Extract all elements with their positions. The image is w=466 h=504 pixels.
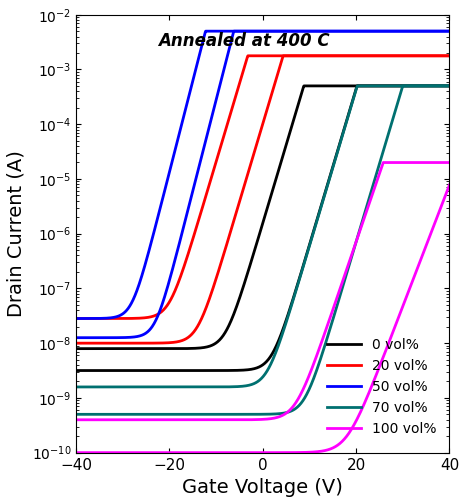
0 vol% (238, 292, 243, 298)
X-axis label: Gate Voltage (V): Gate Voltage (V) (182, 478, 343, 497)
100 vol% (364, 206, 370, 212)
50 vol% (371, 28, 377, 34)
Line: 100 vol%: 100 vol% (76, 162, 449, 420)
100 vol% (73, 417, 79, 423)
100 vol% (238, 417, 243, 423)
Line: 50 vol%: 50 vol% (76, 31, 449, 319)
70 vol% (111, 384, 117, 390)
50 vol% (330, 28, 336, 34)
20 vol% (238, 77, 243, 83)
0 vol% (330, 83, 336, 89)
0 vol% (371, 83, 377, 89)
20 vol% (446, 53, 452, 59)
70 vol% (365, 83, 370, 89)
20 vol% (224, 122, 230, 129)
50 vol% (73, 316, 79, 322)
20 vol% (73, 316, 79, 322)
0 vol% (111, 346, 117, 352)
0 vol% (301, 83, 307, 89)
70 vol% (355, 83, 360, 89)
50 vol% (225, 28, 230, 34)
50 vol% (111, 314, 117, 321)
20 vol% (371, 53, 377, 59)
70 vol% (329, 166, 335, 172)
100 vol% (329, 308, 335, 314)
0 vol% (73, 346, 79, 352)
100 vol% (111, 417, 117, 423)
0 vol% (224, 326, 230, 332)
100 vol% (224, 417, 230, 423)
70 vol% (446, 83, 452, 89)
70 vol% (224, 384, 230, 390)
50 vol% (203, 28, 208, 34)
100 vol% (371, 186, 377, 193)
70 vol% (238, 384, 243, 390)
20 vol% (111, 316, 117, 322)
Line: 70 vol%: 70 vol% (76, 86, 449, 387)
20 vol% (365, 53, 370, 59)
70 vol% (371, 83, 377, 89)
0 vol% (365, 83, 370, 89)
Line: 20 vol%: 20 vol% (76, 56, 449, 319)
70 vol% (73, 384, 79, 390)
20 vol% (330, 53, 336, 59)
Line: 0 vol%: 0 vol% (76, 86, 449, 349)
20 vol% (245, 53, 251, 59)
Legend: 0 vol%, 20 vol%, 50 vol%, 70 vol%, 100 vol%: 0 vol%, 20 vol%, 50 vol%, 70 vol%, 100 v… (321, 333, 443, 442)
50 vol% (446, 28, 452, 34)
100 vol% (446, 159, 452, 165)
Y-axis label: Drain Current (A): Drain Current (A) (7, 150, 26, 317)
Text: Annealed at 400 C: Annealed at 400 C (158, 32, 330, 50)
50 vol% (365, 28, 370, 34)
50 vol% (238, 28, 244, 34)
100 vol% (380, 159, 386, 165)
0 vol% (446, 83, 452, 89)
